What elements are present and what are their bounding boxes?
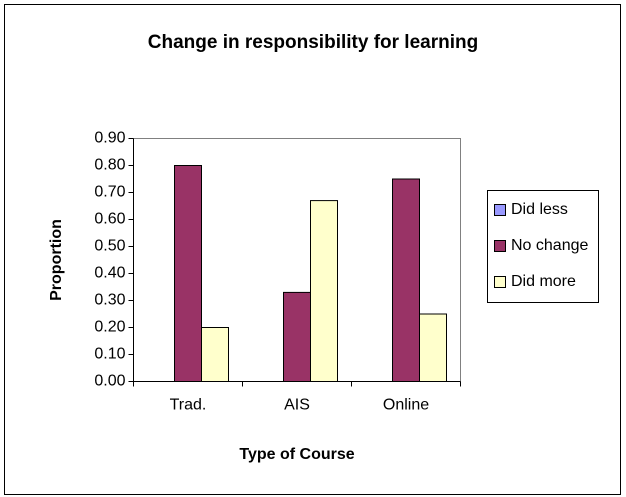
legend-label: Did less <box>511 201 568 218</box>
y-tick-label: 0.10 <box>94 346 125 363</box>
bar <box>283 291 311 382</box>
x-tick-label: Online <box>383 397 429 414</box>
bar <box>174 165 202 382</box>
legend-swatch <box>494 204 506 216</box>
bar <box>310 200 338 382</box>
x-tick-label: Trad. <box>170 397 207 414</box>
y-tick-label: 0.70 <box>94 184 125 201</box>
y-tick-label: 0.00 <box>94 373 125 390</box>
y-axis-label: Proportion <box>48 219 65 301</box>
bar <box>392 178 420 382</box>
legend-swatch <box>494 240 506 252</box>
y-tick-label: 0.80 <box>94 157 125 174</box>
bar <box>201 327 229 382</box>
legend-swatch <box>494 276 506 288</box>
y-tick-label: 0.40 <box>94 265 125 282</box>
x-tick-label: AIS <box>284 397 310 414</box>
y-tick-label: 0.20 <box>94 319 125 336</box>
legend-label: Did more <box>511 273 576 290</box>
y-tick-label: 0.30 <box>94 292 125 309</box>
chart-title: Change in responsibility for learning <box>148 32 478 53</box>
y-tick-label: 0.90 <box>94 130 125 147</box>
x-axis-label: Type of Course <box>239 446 354 463</box>
y-tick-label: 0.50 <box>94 238 125 255</box>
bar <box>419 313 447 382</box>
y-tick-label: 0.60 <box>94 211 125 228</box>
legend-label: No change <box>511 237 588 254</box>
